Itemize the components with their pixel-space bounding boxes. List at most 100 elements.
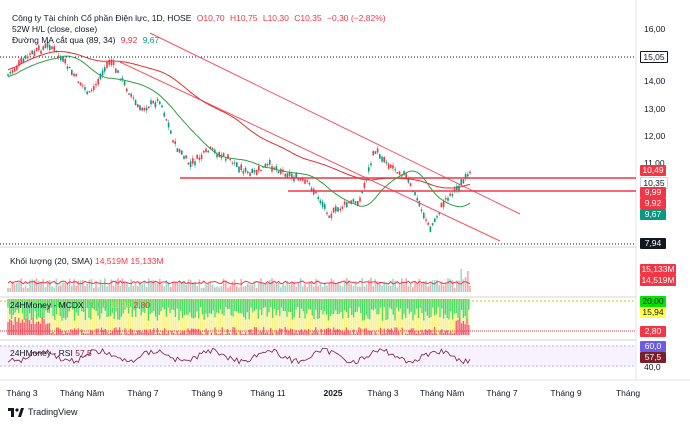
mcdx-bar [381,333,384,335]
candle-body [205,148,207,153]
tradingview-brand[interactable]: TradingView [8,407,78,417]
volume-bar [405,278,407,292]
volume-bar [229,286,231,292]
mcdx-bar [7,299,9,308]
volume-bar [22,287,25,292]
mcdx-bar [196,311,198,330]
symbol-title[interactable]: Công ty Tài chính Cổ phần Điện lực, 1D, … [12,13,192,23]
mcdx-bar [415,308,418,334]
volume-legend[interactable]: Khối lượng (20, SMA) 14,519M 15,133M [10,256,164,266]
indicator-52w[interactable]: 52W H/L (close, close) [12,24,100,35]
candle-body [343,201,346,205]
mcdx-bar [302,299,304,312]
mcdx-bar [338,329,340,335]
mcdx-bar [235,311,238,333]
mcdx-bar [410,328,412,335]
trendline-lower[interactable] [119,61,501,242]
mcdx-bar [57,299,60,308]
mcdx-bar [340,312,342,331]
mcdx-bar [289,299,292,312]
mcdx-bar [10,320,13,335]
mcdx-bar [39,323,42,335]
mcdx-bar [43,299,45,319]
mcdx-bar [190,317,193,329]
mcdx-bar [46,312,49,324]
volume-bar [82,280,84,292]
mcdx-bar [430,317,432,331]
candle-body [258,166,260,171]
candle-body [24,55,27,59]
candle-body [143,108,146,111]
mcdx-bar [378,314,380,335]
mcdx-bar [214,299,216,318]
candle-body [387,163,390,169]
volume-bar [218,287,220,292]
mcdx-bar [97,315,99,329]
mcdx-bar [90,299,92,320]
mcdx-bar [133,333,135,335]
mcdx-bar [273,299,276,310]
mcdx-bar [145,299,148,309]
mcdx-bar [99,299,101,320]
candle-body [368,167,370,172]
mcdx-legend[interactable]: 24HMoney - MCDX 20,00 15,94 2,80 [10,300,150,310]
mcdx-bar [91,331,94,335]
mcdx-bar [412,299,414,321]
candle-body [467,174,469,177]
indicator-ma-cross[interactable]: Đường MA cắt qua (89, 34) 9,92 9,67 [12,35,162,46]
mcdx-bar [257,318,259,334]
mcdx-bar [270,299,272,308]
mcdx-bar [187,315,189,329]
mcdx-bar [313,299,315,320]
mcdx-bar [48,323,51,335]
candle-body [407,178,410,183]
volume-bar [385,282,388,292]
mcdx-bar [88,333,90,335]
mcdx-bar [68,332,70,335]
mcdx-bar [313,319,315,331]
candle-body [46,42,49,48]
volume-bar [244,286,247,292]
volume-bar [297,283,300,292]
ma-slow-line [7,51,471,189]
mcdx-bar [72,329,74,335]
mcdx-bar [189,330,191,335]
trendline-upper[interactable] [149,32,521,215]
volume-bar [165,280,168,292]
mcdx-bar [360,313,362,329]
mcdx-bar [66,317,69,333]
candle-body [418,200,421,207]
mcdx-bar [329,328,331,335]
mcdx-bar [311,332,313,335]
volume-bar [62,282,64,292]
mcdx-bar [185,314,187,335]
mcdx-bar [352,299,355,318]
mcdx-bar [7,307,9,323]
candle-body [383,156,385,163]
tag-rsi-value: 57,5 [640,352,666,363]
rsi-legend[interactable]: 24HMoney - RSI 57,5 [10,348,92,358]
candle-body [330,213,333,218]
mcdx-bar [97,299,99,316]
mcdx-bar [424,299,427,312]
volume-bar [225,280,227,292]
mcdx-bar [127,313,130,334]
mcdx-bar [338,299,340,314]
mcdx-bar [66,332,69,335]
mcdx-bar [167,307,169,332]
mcdx-bar [392,299,394,315]
volume-bar [174,281,176,292]
mcdx-bar [367,318,369,332]
volume-bar [143,280,146,292]
mcdx-bar [120,316,123,334]
candle-body [293,176,295,182]
candle-body [348,201,350,204]
mcdx-bar [205,328,207,335]
mcdx-bar [453,332,456,335]
mcdx-bar [376,314,378,334]
mcdx-bar [433,315,436,328]
mcdx-bar [361,299,364,321]
mcdx-bar [68,299,70,312]
mcdx-bar [370,299,373,310]
